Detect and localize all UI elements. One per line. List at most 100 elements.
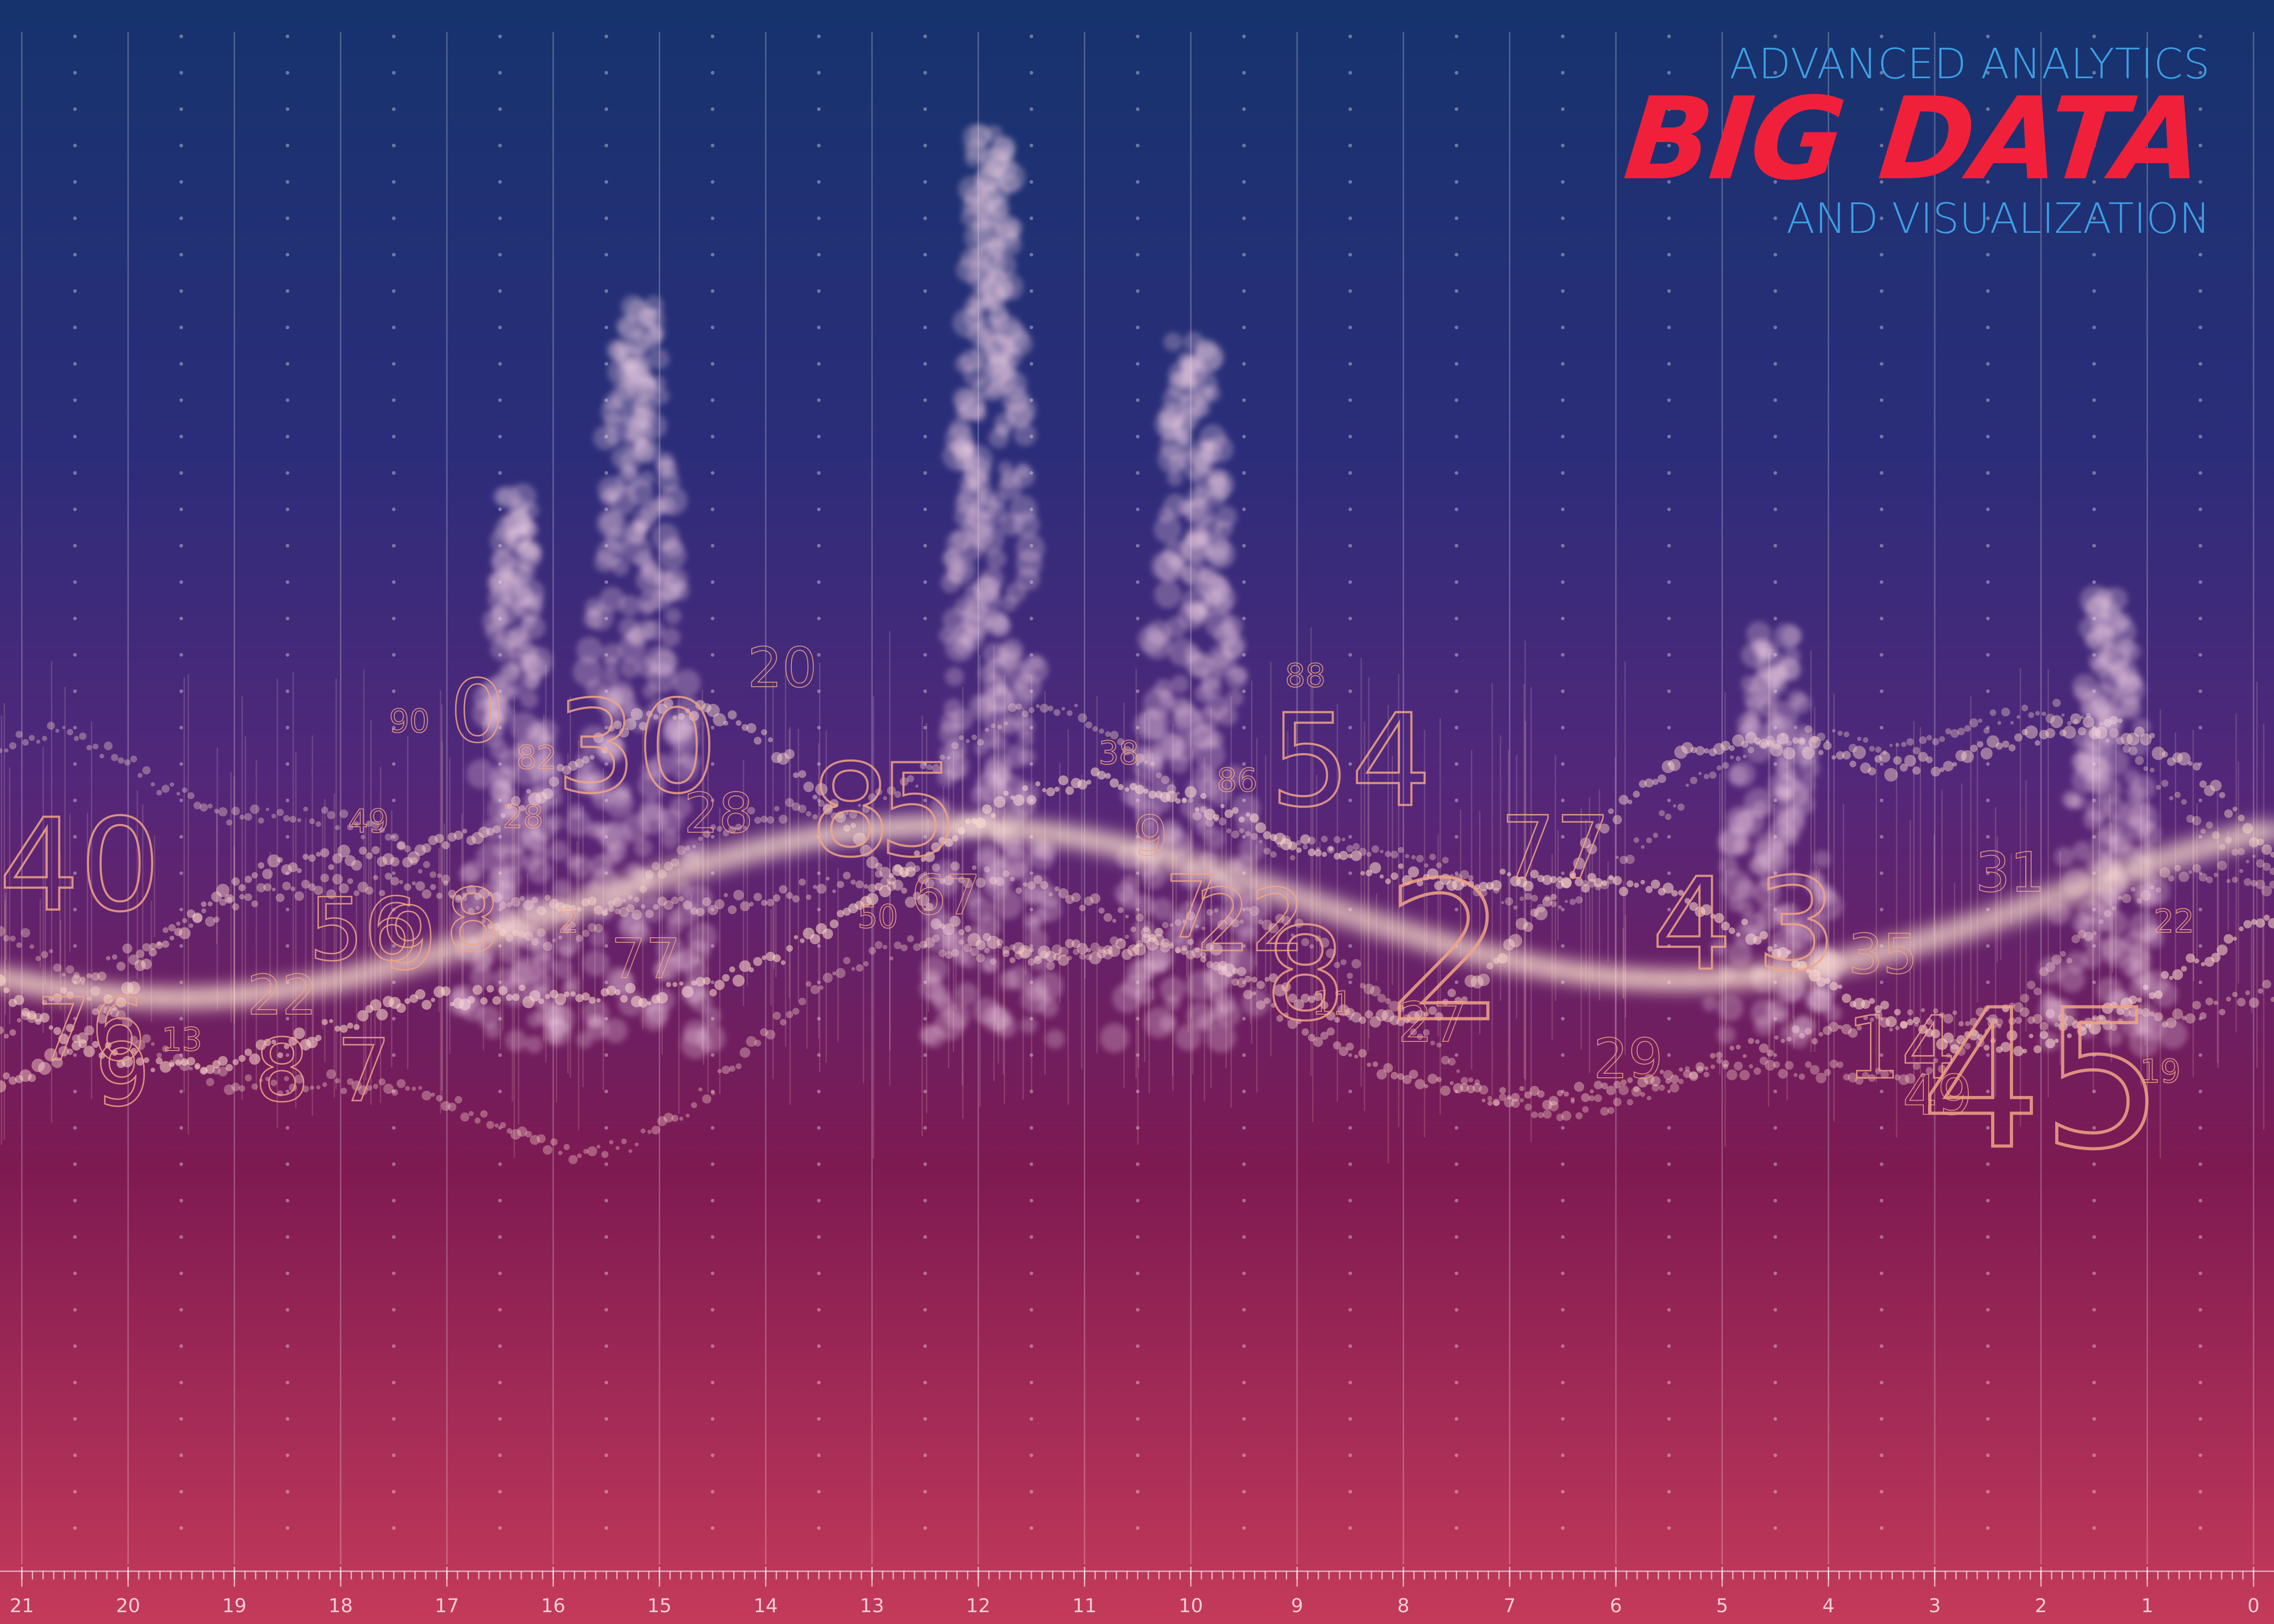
particle xyxy=(391,833,399,842)
particle xyxy=(1685,783,1689,787)
particle xyxy=(207,803,213,809)
particle xyxy=(1556,881,1564,889)
particle xyxy=(703,830,711,838)
grid-dot xyxy=(923,1017,927,1021)
grid-dot xyxy=(1242,980,1246,984)
particle xyxy=(322,1082,327,1087)
particle xyxy=(134,960,146,971)
grid-dot xyxy=(286,471,290,475)
particle xyxy=(740,901,750,911)
particle xyxy=(651,1126,660,1135)
particle xyxy=(1595,884,1602,890)
particle xyxy=(2133,718,2151,736)
particle xyxy=(277,1090,283,1097)
particle xyxy=(302,1086,309,1093)
particle xyxy=(955,982,978,1006)
particle xyxy=(728,905,737,915)
grid-dot xyxy=(710,835,714,839)
particle xyxy=(347,878,353,884)
particle xyxy=(1271,1003,1276,1008)
grid-dot xyxy=(73,35,77,38)
particle xyxy=(206,1078,214,1086)
particle xyxy=(587,1146,598,1156)
particle xyxy=(1231,666,1248,683)
particle xyxy=(1729,745,1735,751)
particle xyxy=(175,1059,182,1066)
particle xyxy=(359,846,367,855)
particle xyxy=(558,943,574,959)
particle xyxy=(1945,728,1952,734)
particle xyxy=(181,1058,189,1066)
grid-dot xyxy=(710,1453,714,1457)
grid-dot xyxy=(1348,1090,1352,1093)
grid-dot xyxy=(179,71,183,75)
grid-dot xyxy=(1029,1308,1033,1312)
particle xyxy=(786,892,793,899)
particle xyxy=(224,894,234,904)
particle xyxy=(2039,1031,2059,1051)
particle xyxy=(1843,731,1850,738)
particle xyxy=(1205,538,1236,569)
particle xyxy=(1710,1053,1716,1059)
grid-dot xyxy=(179,762,183,766)
grid-dot xyxy=(2092,398,2096,402)
particle xyxy=(691,1102,697,1108)
particle xyxy=(1704,748,1709,754)
grid-dot xyxy=(1667,944,1671,948)
particle xyxy=(1977,741,1984,748)
particle xyxy=(754,817,761,824)
particle xyxy=(1728,927,1736,934)
particle xyxy=(527,858,553,884)
grid-dot xyxy=(710,1199,714,1202)
particle xyxy=(1875,1067,1882,1075)
particle xyxy=(453,830,463,840)
particle xyxy=(703,977,711,985)
grid-dot xyxy=(817,1526,821,1530)
particle xyxy=(604,655,619,670)
grid-dot xyxy=(2092,1453,2096,1457)
particle xyxy=(1549,1096,1559,1106)
particle xyxy=(1822,1026,1832,1036)
particle xyxy=(1340,959,1347,965)
particle xyxy=(1970,744,1978,752)
particle xyxy=(868,793,877,802)
particle xyxy=(1774,1008,1789,1024)
grid-dot xyxy=(286,71,290,75)
particle xyxy=(2083,809,2104,830)
grid-dot xyxy=(73,253,77,256)
grid-dot xyxy=(817,580,821,584)
particle xyxy=(1847,1072,1858,1083)
particle xyxy=(816,884,827,894)
grid-dot xyxy=(73,1162,77,1166)
particle xyxy=(1513,905,1518,910)
particle xyxy=(2211,952,2221,963)
particle xyxy=(810,985,820,995)
grid-dot xyxy=(1667,1235,1671,1239)
particle xyxy=(176,792,181,796)
particle xyxy=(2020,993,2029,1003)
particle xyxy=(1121,949,1133,960)
particle xyxy=(27,1074,36,1082)
particle xyxy=(117,757,125,764)
grid-dot xyxy=(923,216,927,220)
particle xyxy=(1423,1029,1430,1036)
floating-number: 35 xyxy=(1848,923,1918,986)
particle xyxy=(1679,1067,1683,1072)
grid-dot xyxy=(817,1235,821,1239)
particle xyxy=(1397,1073,1404,1080)
particle xyxy=(818,800,825,807)
grid-dot xyxy=(1880,762,1884,766)
grid-dot xyxy=(1986,144,1990,147)
particle xyxy=(1404,1019,1410,1024)
particle xyxy=(448,890,457,898)
particle xyxy=(1640,845,1645,849)
particle xyxy=(1112,983,1142,1013)
particle xyxy=(1427,1073,1438,1084)
particle xyxy=(1558,905,1562,910)
particle xyxy=(713,713,726,727)
grid-dot xyxy=(1029,1235,1033,1239)
particle xyxy=(1098,946,1105,954)
grid-dot xyxy=(179,362,183,366)
particle xyxy=(459,865,478,884)
particle xyxy=(1856,1025,1862,1031)
